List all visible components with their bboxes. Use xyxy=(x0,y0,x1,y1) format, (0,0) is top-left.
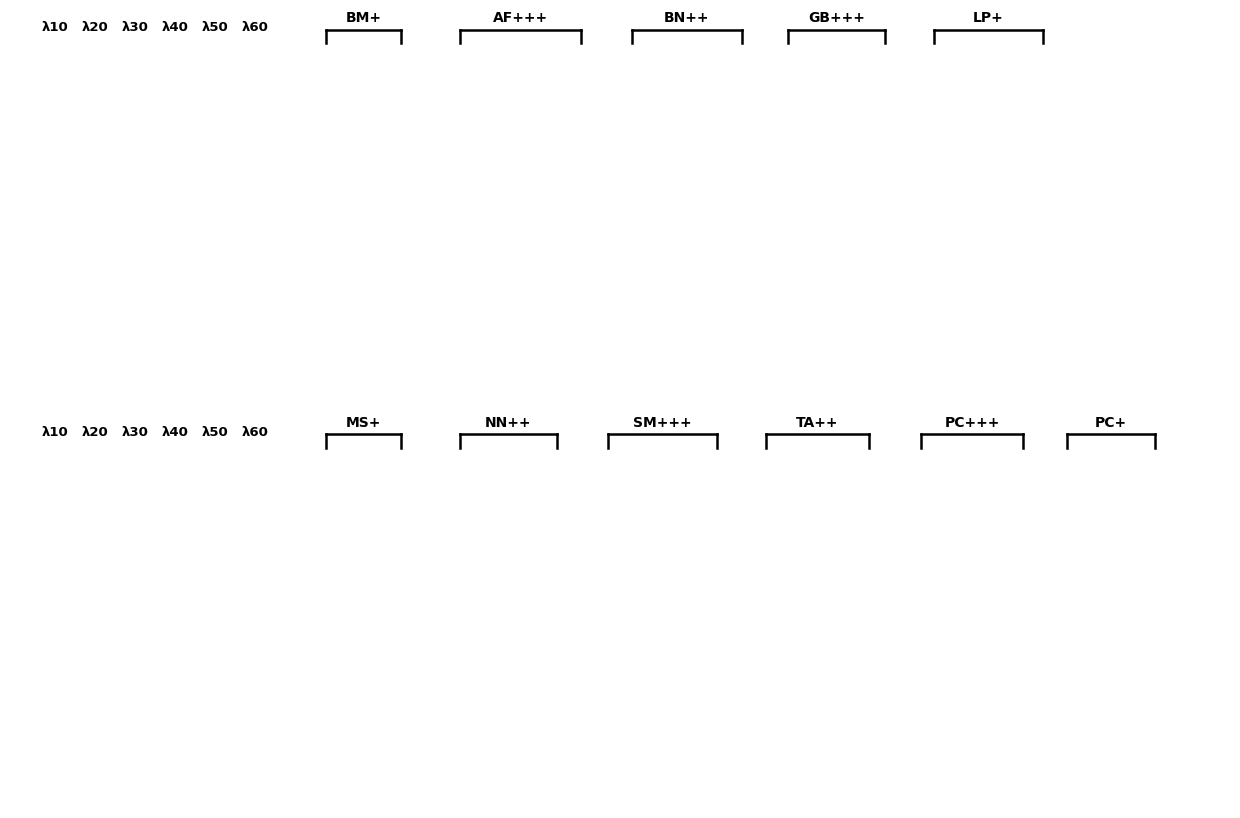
Ellipse shape xyxy=(159,510,192,533)
Ellipse shape xyxy=(82,511,108,531)
Ellipse shape xyxy=(777,104,815,128)
Ellipse shape xyxy=(629,111,655,128)
Ellipse shape xyxy=(198,104,232,128)
Text: BN++: BN++ xyxy=(665,11,709,25)
Ellipse shape xyxy=(832,510,866,533)
Ellipse shape xyxy=(159,104,192,128)
Ellipse shape xyxy=(559,112,584,128)
Text: λ30: λ30 xyxy=(122,425,149,438)
Ellipse shape xyxy=(923,102,963,129)
Text: λ40: λ40 xyxy=(161,425,188,438)
Ellipse shape xyxy=(998,102,1039,129)
Ellipse shape xyxy=(517,112,541,128)
Ellipse shape xyxy=(704,111,730,128)
Text: PC+++: PC+++ xyxy=(945,416,1001,430)
Text: λ40: λ40 xyxy=(161,20,188,34)
Ellipse shape xyxy=(759,510,792,533)
Text: SM+++: SM+++ xyxy=(634,416,692,430)
Ellipse shape xyxy=(118,104,153,128)
Ellipse shape xyxy=(795,510,830,533)
Ellipse shape xyxy=(244,513,267,529)
Ellipse shape xyxy=(45,514,64,528)
Ellipse shape xyxy=(316,104,352,128)
Ellipse shape xyxy=(201,511,229,531)
Ellipse shape xyxy=(846,104,883,128)
Text: λ10: λ10 xyxy=(42,425,68,438)
Ellipse shape xyxy=(812,104,848,128)
Text: TA++: TA++ xyxy=(796,416,838,430)
Text: λ10: λ10 xyxy=(42,20,68,34)
Text: λ20: λ20 xyxy=(82,425,108,438)
Text: PC+: PC+ xyxy=(1095,416,1127,430)
Text: MS+: MS+ xyxy=(346,416,381,430)
Ellipse shape xyxy=(959,102,1001,129)
Ellipse shape xyxy=(43,107,66,124)
Ellipse shape xyxy=(238,104,273,128)
Ellipse shape xyxy=(373,104,409,128)
Text: AF+++: AF+++ xyxy=(492,11,548,25)
Text: λ60: λ60 xyxy=(242,20,269,34)
Ellipse shape xyxy=(486,112,511,128)
Text: BM+: BM+ xyxy=(346,11,382,25)
Text: NN++: NN++ xyxy=(485,416,532,430)
Ellipse shape xyxy=(459,113,477,128)
Ellipse shape xyxy=(119,510,151,533)
Text: λ50: λ50 xyxy=(202,20,228,34)
Ellipse shape xyxy=(81,106,109,127)
Text: GB+++: GB+++ xyxy=(808,11,864,25)
Text: LP+: LP+ xyxy=(973,11,1003,25)
Text: λ60: λ60 xyxy=(242,425,269,438)
Text: λ30: λ30 xyxy=(122,20,149,34)
Ellipse shape xyxy=(666,111,693,128)
Text: λ20: λ20 xyxy=(82,20,108,34)
Text: λ50: λ50 xyxy=(202,425,228,438)
